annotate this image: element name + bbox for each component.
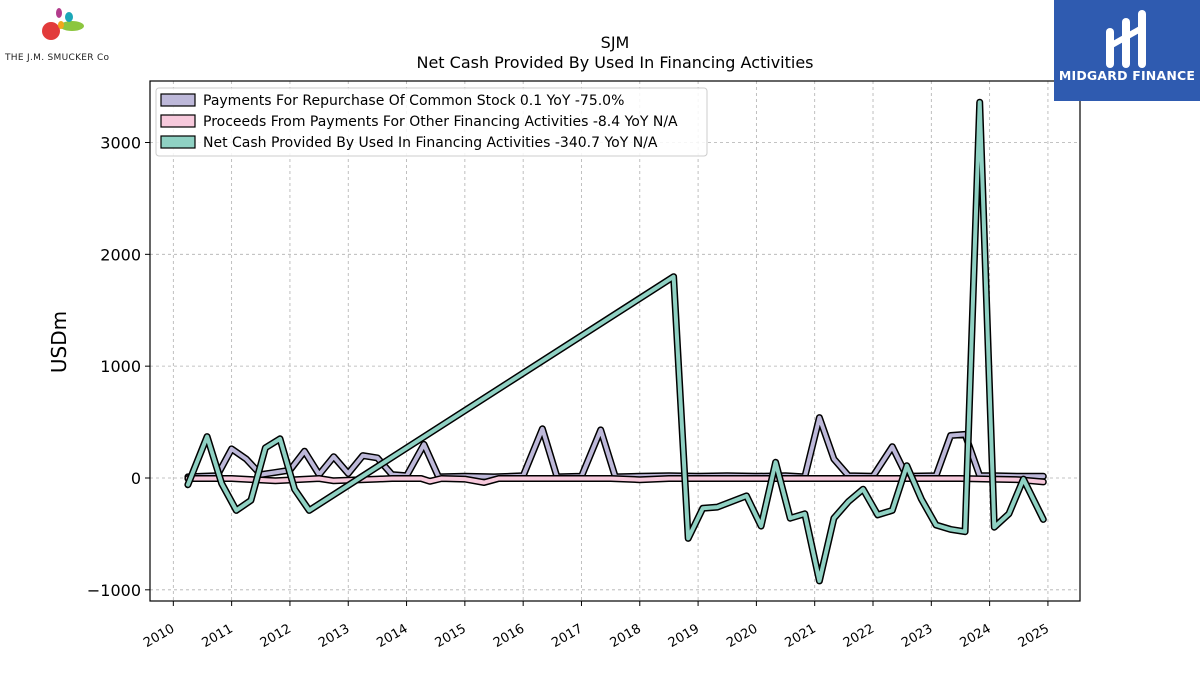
- logo-red-leaf: [42, 22, 60, 40]
- x-tick-label: 2015: [433, 621, 469, 651]
- legend-swatch-other-financing: [160, 114, 196, 128]
- x-tick-label: 2010: [141, 621, 177, 651]
- company-logo: THE J.M. SMUCKER Co: [4, 8, 110, 63]
- y-tick-label: 3000: [100, 134, 141, 153]
- brand-mark-icon: [1106, 10, 1146, 68]
- x-tick-label: 2022: [841, 621, 877, 651]
- logo-green-leaf: [60, 21, 84, 31]
- x-tick-label: 2012: [258, 621, 294, 651]
- y-tick-label: 1000: [100, 357, 141, 376]
- series-repurchase-line: [184, 414, 1047, 481]
- x-tick-label: 2017: [549, 621, 585, 651]
- x-tick-label: 2024: [957, 621, 993, 651]
- x-tick-label: 2016: [491, 621, 527, 651]
- y-axis-ticks: −1000 0 1000 2000 3000: [87, 134, 150, 600]
- x-tick-label: 2013: [316, 621, 352, 651]
- x-tick-label: 2020: [724, 621, 760, 651]
- x-tick-label: 2011: [199, 621, 235, 651]
- y-tick-label: 0: [131, 469, 141, 488]
- y-axis-label: USDm: [47, 311, 71, 373]
- series-net-financing-line: [184, 98, 1047, 585]
- company-name: THE J.M. SMUCKER Co: [4, 53, 110, 63]
- x-tick-label: 2018: [608, 621, 644, 651]
- y-tick-label: 2000: [100, 245, 141, 264]
- legend-label-other-financing: Proceeds From Payments For Other Financi…: [203, 114, 678, 130]
- logo-orange-leaf: [58, 21, 64, 29]
- x-tick-label: 2019: [666, 621, 702, 651]
- plot-frame: [149, 80, 1081, 602]
- legend-box: [155, 87, 708, 157]
- brand-badge: MIDGARD FINANCE: [1054, 0, 1200, 101]
- legend: Payments For Repurchase Of Common Stock …: [155, 87, 708, 157]
- x-tick-label: 2021: [783, 621, 819, 651]
- legend-label-repurchase: Payments For Repurchase Of Common Stock …: [203, 93, 624, 109]
- logo-purple-leaf: [56, 8, 62, 18]
- chart-subtitle: Net Cash Provided By Used In Financing A…: [416, 53, 813, 72]
- series-lines: [184, 98, 1047, 585]
- legend-swatch-net-financing: [160, 135, 196, 149]
- x-tick-label: 2025: [1016, 621, 1052, 651]
- logo-teal-leaf: [65, 12, 73, 22]
- x-axis-ticks: 2010 2011 2012 2013 2014 2015 2016 2017 2018 2019…: [141, 601, 1052, 651]
- series-other-financing-line: [184, 475, 1047, 486]
- x-tick-label: 2023: [899, 621, 935, 651]
- x-tick-label: 2014: [374, 621, 410, 651]
- legend-label-net-financing: Net Cash Provided By Used In Financing A…: [203, 135, 658, 151]
- y-tick-label: −1000: [87, 581, 141, 600]
- brand-name: MIDGARD FINANCE: [1058, 68, 1196, 83]
- legend-swatch-repurchase: [160, 93, 196, 107]
- chart-title: SJM: [601, 33, 630, 52]
